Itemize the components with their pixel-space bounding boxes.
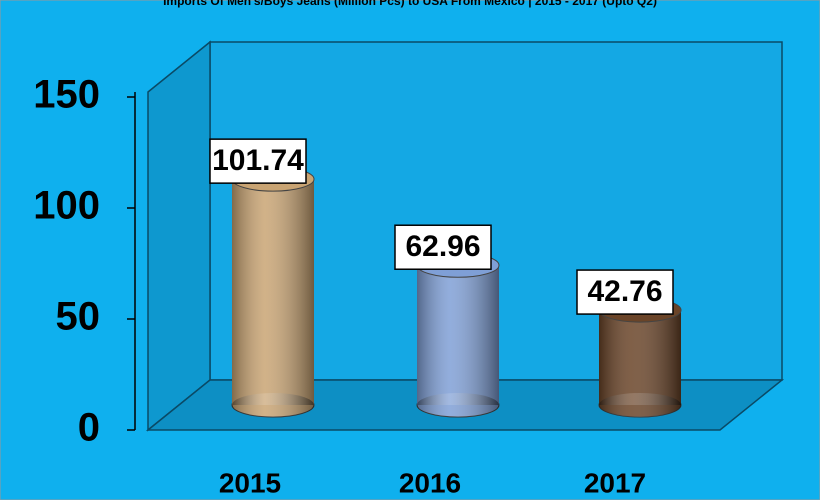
value-label-box xyxy=(576,269,674,315)
side-wall xyxy=(147,40,211,432)
cylinder-shade xyxy=(599,310,681,405)
value-label-box xyxy=(209,138,307,184)
y-tick-label: 0 xyxy=(78,406,100,450)
x-tick-label: 2017 xyxy=(584,467,646,498)
cylinder-bottom-shade xyxy=(232,393,314,417)
value-label: 42.76 xyxy=(587,275,662,308)
value-label-box xyxy=(394,224,492,270)
x-tick-label: 2015 xyxy=(219,467,281,498)
value-label: 101.74 xyxy=(212,144,304,177)
cylinder-bottom-shade xyxy=(417,393,499,417)
value-label: 62.96 xyxy=(405,230,480,263)
x-tick-label: 2016 xyxy=(399,467,461,498)
cylinder-bottom-shade xyxy=(599,393,681,417)
chart-title: Imports Of Men's/Boys Jeans (Million Pcs… xyxy=(163,0,657,8)
cylinder-shade xyxy=(232,179,314,405)
y-tick-label: 50 xyxy=(56,295,101,339)
y-tick-label: 150 xyxy=(33,73,100,117)
cylinder-shade xyxy=(417,265,499,405)
y-tick-label: 100 xyxy=(33,184,100,228)
